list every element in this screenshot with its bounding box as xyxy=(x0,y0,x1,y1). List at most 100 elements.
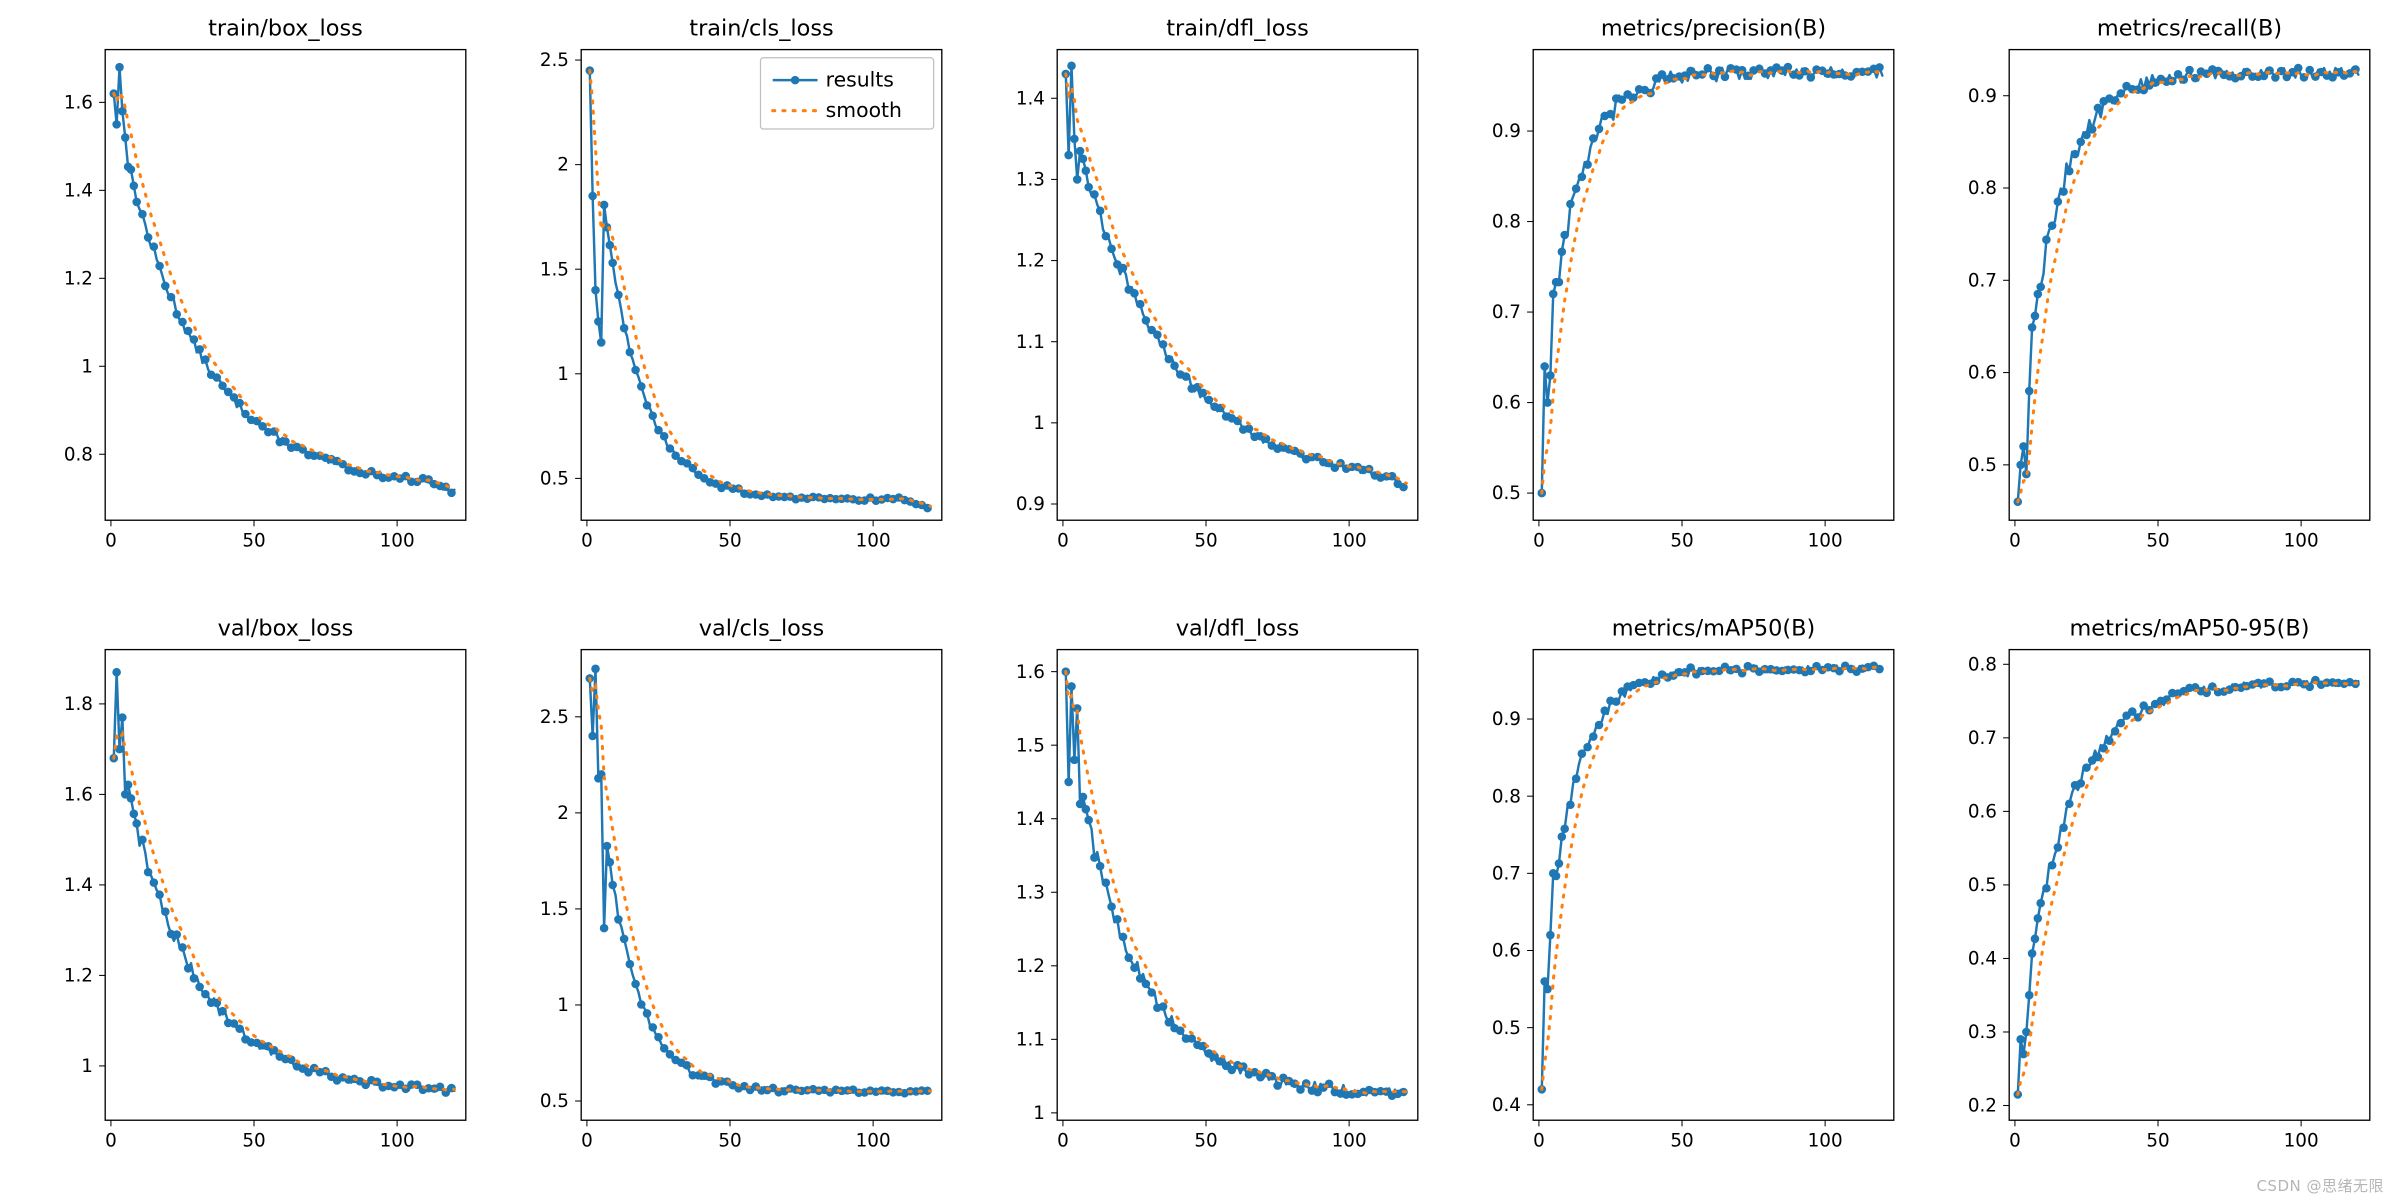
smooth-line xyxy=(1542,667,1883,1089)
y-tick-label: 0.9 xyxy=(1492,709,1521,730)
results-marker xyxy=(2025,387,2034,396)
results-marker xyxy=(2185,66,2194,75)
chart-panel-svg: val/box_loss05010011.21.41.61.8 xyxy=(40,600,476,1180)
results-marker xyxy=(1096,207,1105,216)
results-marker xyxy=(1595,721,1604,730)
y-tick-label: 1.5 xyxy=(540,899,569,920)
results-marker xyxy=(190,974,199,983)
results-marker xyxy=(1090,190,1099,199)
y-tick-label: 1.5 xyxy=(540,259,569,280)
results-marker xyxy=(631,366,640,375)
y-tick-label: 1.4 xyxy=(64,180,93,201)
chart-title: train/dfl_loss xyxy=(1166,15,1309,41)
results-marker xyxy=(2036,283,2045,292)
chart-panel-svg: val/cls_loss0501000.511.522.5 xyxy=(516,600,952,1180)
results-marker xyxy=(195,983,204,992)
results-marker xyxy=(2071,150,2080,159)
results-marker xyxy=(218,1007,227,1016)
results-marker xyxy=(660,432,669,441)
results-marker xyxy=(654,1033,663,1042)
results-marker xyxy=(1064,778,1073,787)
results-marker xyxy=(1560,231,1569,240)
results-marker xyxy=(150,878,159,887)
y-tick-label: 1 xyxy=(1033,413,1045,434)
legend-label: results xyxy=(826,67,894,91)
results-marker xyxy=(130,810,139,819)
y-tick-label: 0.8 xyxy=(64,444,93,465)
x-tick-label: 100 xyxy=(2284,531,2319,552)
y-tick-label: 1.2 xyxy=(1016,956,1045,977)
results-marker xyxy=(666,444,675,453)
results-marker xyxy=(2111,727,2120,736)
results-marker xyxy=(600,924,609,933)
y-tick-label: 0.2 xyxy=(1968,1096,1997,1117)
smooth-line xyxy=(1542,71,1883,494)
legend-label: smooth xyxy=(826,98,902,122)
results-marker xyxy=(597,338,606,347)
chart-grid: train/box_loss0501000.811.21.41.6train/c… xyxy=(40,0,2380,1180)
results-marker xyxy=(1090,853,1099,862)
results-marker xyxy=(620,935,629,944)
x-tick-label: 0 xyxy=(105,1131,117,1152)
y-tick-label: 0.9 xyxy=(1968,86,1997,107)
chart-title: metrics/precision(B) xyxy=(1601,15,1826,41)
x-tick-label: 0 xyxy=(2009,1131,2021,1152)
results-marker xyxy=(588,732,597,741)
chart-panel-svg: metrics/precision(B)0501000.50.60.70.80.… xyxy=(1468,0,1904,580)
results-marker xyxy=(1084,183,1093,192)
results-line xyxy=(590,71,931,510)
x-tick-label: 0 xyxy=(1057,531,1069,552)
results-marker xyxy=(195,345,204,354)
results-marker xyxy=(1572,774,1581,783)
results-marker xyxy=(648,412,657,421)
x-tick-label: 50 xyxy=(242,1131,265,1152)
x-tick-label: 100 xyxy=(1808,1131,1843,1152)
plot-border xyxy=(2009,50,2370,521)
results-marker xyxy=(1578,749,1587,758)
results-marker xyxy=(606,858,615,867)
y-tick-label: 0.6 xyxy=(1492,941,1521,962)
results-marker xyxy=(643,1009,652,1018)
y-tick-label: 0.5 xyxy=(1968,875,1997,896)
results-marker xyxy=(127,794,136,803)
results-marker xyxy=(1566,800,1575,809)
results-marker xyxy=(1566,200,1575,209)
results-marker xyxy=(1119,933,1128,942)
chart-panel-svg: train/dfl_loss0501000.911.11.21.31.4 xyxy=(992,0,1428,580)
results-marker xyxy=(2054,197,2063,206)
results-marker xyxy=(1076,147,1085,156)
results-marker xyxy=(683,1061,692,1070)
watermark-text: CSDN @思绪无限 xyxy=(2256,1175,2384,1196)
results-marker xyxy=(2042,884,2051,893)
smooth-line xyxy=(114,93,455,489)
results-marker xyxy=(1096,862,1105,871)
plot-area xyxy=(2014,64,2360,506)
x-tick-label: 50 xyxy=(718,1131,741,1152)
results-marker xyxy=(167,293,176,302)
chart-panel: metrics/precision(B)0501000.50.60.70.80.… xyxy=(1468,0,1904,580)
results-marker xyxy=(1082,166,1091,175)
y-tick-label: 0.4 xyxy=(1492,1095,1521,1116)
chart-panel: train/dfl_loss0501000.911.11.21.31.4 xyxy=(992,0,1428,580)
smooth-line xyxy=(590,71,931,507)
y-tick-label: 2.5 xyxy=(540,707,569,728)
plot-border xyxy=(105,650,466,1121)
y-tick-label: 0.5 xyxy=(1492,483,1521,504)
y-tick-label: 0.5 xyxy=(1968,455,1997,476)
chart-title: val/box_loss xyxy=(218,615,354,641)
results-marker xyxy=(1073,175,1082,184)
results-marker xyxy=(1107,902,1116,911)
x-tick-label: 100 xyxy=(1332,1131,1367,1152)
y-tick-label: 0.8 xyxy=(1968,178,1997,199)
x-tick-label: 50 xyxy=(1194,531,1217,552)
results-line xyxy=(1542,666,1883,1090)
results-marker xyxy=(2094,104,2103,113)
results-marker xyxy=(2059,823,2068,832)
y-tick-label: 1.2 xyxy=(1016,251,1045,272)
results-line xyxy=(590,669,931,1094)
y-tick-label: 1.3 xyxy=(1016,882,1045,903)
y-tick-label: 1.2 xyxy=(64,268,93,289)
y-tick-label: 2 xyxy=(557,155,569,176)
results-marker xyxy=(1540,362,1549,371)
results-marker xyxy=(447,489,456,498)
